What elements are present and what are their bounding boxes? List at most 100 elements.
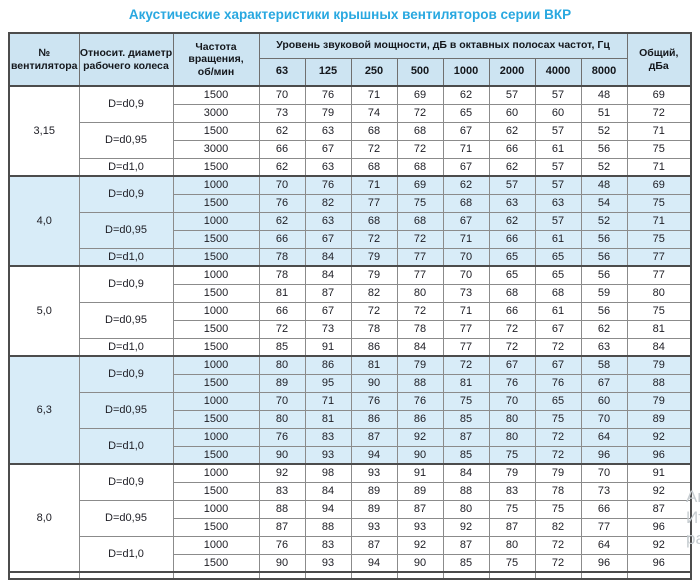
cell-level: 85 xyxy=(442,409,490,429)
cell-level: 84 xyxy=(304,265,352,285)
cell-diameter: D=d0,95 xyxy=(78,301,174,339)
table-row: D=d1,0 1500 62 63 68 68 67 62 57 52 71 xyxy=(9,157,692,177)
cell-level: 87 xyxy=(488,517,536,537)
cell-level: 56 xyxy=(580,229,628,249)
header-freq-8000: 8000 xyxy=(580,57,628,87)
cell-level: 90 xyxy=(258,445,306,465)
cell-level: 72 xyxy=(396,103,444,123)
cell-level: 54 xyxy=(580,193,628,213)
cell-level: 61 xyxy=(534,301,582,321)
cell-total: 91 xyxy=(626,463,692,483)
cell-level: 65 xyxy=(534,247,582,267)
cell-total: 80 xyxy=(626,283,692,303)
cell-rpm: 1500 xyxy=(172,283,260,303)
cell-level: 80 xyxy=(258,355,306,375)
cell-level: 67 xyxy=(488,355,536,375)
cell-level: 77 xyxy=(396,247,444,267)
cell-level: 63 xyxy=(488,193,536,213)
cell-level: 85 xyxy=(442,445,490,465)
cell-level: 85 xyxy=(258,337,306,357)
cell-diameter: D=d1,0 xyxy=(78,337,174,357)
cell-level: 87 xyxy=(396,499,444,519)
cell-level: 75 xyxy=(488,445,536,465)
cell-rpm: 1500 xyxy=(172,229,260,249)
cell-rpm: 3000 xyxy=(172,103,260,123)
table-row: 1500 83 84 89 89 88 83 78 73 92 xyxy=(9,481,692,501)
cell-level: 90 xyxy=(350,373,398,393)
cell-level: 61 xyxy=(534,229,582,249)
cell-level: 76 xyxy=(534,373,582,393)
watermark-line: Ак xyxy=(685,487,700,506)
table-row: D=d1,0 1000 76 83 87 92 87 80 72 64 92 xyxy=(9,427,692,465)
header-diameter: Относит. диаметр рабочего колеса xyxy=(78,32,174,87)
cell-total: 96 xyxy=(626,553,692,573)
cell-level: 68 xyxy=(350,211,398,231)
cell-level: 96 xyxy=(580,553,628,573)
cell-level: 51 xyxy=(580,103,628,123)
cell-level: 76 xyxy=(304,85,352,105)
table-body: 3,15 D=d0,9 1500 70 76 71 69 62 57 57 48 69 3000 73 79… xyxy=(8,85,692,580)
cell-level: 81 xyxy=(350,355,398,375)
cell-rpm: 3000 xyxy=(172,139,260,159)
cell-total: 71 xyxy=(626,157,692,177)
cell-level: 80 xyxy=(396,283,444,303)
cell-level: 52 xyxy=(580,157,628,177)
cell-level: 65 xyxy=(488,265,536,285)
cell-level: 59 xyxy=(580,283,628,303)
cell-level: 82 xyxy=(534,517,582,537)
table-row: 1500 89 95 90 88 81 76 76 67 88 xyxy=(9,373,692,393)
acoustic-table-container: № вентилятора Относит. диаметр рабочего … xyxy=(8,32,692,580)
cell-level: 65 xyxy=(442,103,490,123)
cell-level: 60 xyxy=(580,391,628,411)
cell-diameter: D=d1,0 xyxy=(78,247,174,267)
cell-rpm: 1500 xyxy=(172,481,260,501)
cell-level: 71 xyxy=(350,175,398,195)
cell-level: 76 xyxy=(396,391,444,411)
cell-level: 69 xyxy=(396,85,444,105)
cell-level: 69 xyxy=(396,175,444,195)
cell-level: 57 xyxy=(534,157,582,177)
table-row-cutoff xyxy=(8,571,692,580)
cell-level: 70 xyxy=(258,391,306,411)
cell-level: 79 xyxy=(396,355,444,375)
header-freq-4000: 4000 xyxy=(534,57,582,87)
cell-level: 62 xyxy=(488,211,536,231)
cell-level: 70 xyxy=(580,463,628,483)
cell-level: 70 xyxy=(488,391,536,411)
cell-rpm: 1000 xyxy=(172,301,260,321)
cell-level: 72 xyxy=(396,139,444,159)
cell-level: 57 xyxy=(534,175,582,195)
header-freq-63: 63 xyxy=(258,57,306,87)
cell-level: 67 xyxy=(534,319,582,339)
table-row: 4,0 D=d0,9 1000 70 76 71 69 62 57 57 48 69 xyxy=(8,175,692,267)
cell-level: 89 xyxy=(396,481,444,501)
cell-level: 57 xyxy=(534,121,582,141)
cell-level: 71 xyxy=(442,229,490,249)
cell-level: 93 xyxy=(304,553,352,573)
cell-level: 83 xyxy=(304,535,352,555)
table-row: 1500 90 93 94 90 85 75 72 96 96 xyxy=(9,445,692,465)
cell-level: 78 xyxy=(396,319,444,339)
cell-level: 84 xyxy=(304,481,352,501)
cell-level: 80 xyxy=(258,409,306,429)
cell-level: 70 xyxy=(258,85,306,105)
cell-level: 77 xyxy=(350,193,398,213)
cell-level: 71 xyxy=(442,139,490,159)
cell-rpm: 1500 xyxy=(172,157,260,177)
cell-level: 56 xyxy=(580,139,628,159)
cell-fan-number: 3,15 xyxy=(8,85,80,177)
cell-level: 66 xyxy=(488,229,536,249)
cell-rpm: 1000 xyxy=(172,535,260,555)
cell-level: 83 xyxy=(258,481,306,501)
acoustic-table: № вентилятора Относит. диаметр рабочего … xyxy=(8,32,692,580)
cell-level: 96 xyxy=(580,445,628,465)
cell-empty xyxy=(626,571,692,580)
cell-level: 89 xyxy=(258,373,306,393)
cell-level: 94 xyxy=(304,499,352,519)
cell-level: 77 xyxy=(396,265,444,285)
cell-level: 93 xyxy=(304,445,352,465)
cell-level: 84 xyxy=(442,463,490,483)
cell-total: 71 xyxy=(626,121,692,141)
header-freq-125: 125 xyxy=(304,57,352,87)
cell-empty xyxy=(78,571,174,580)
